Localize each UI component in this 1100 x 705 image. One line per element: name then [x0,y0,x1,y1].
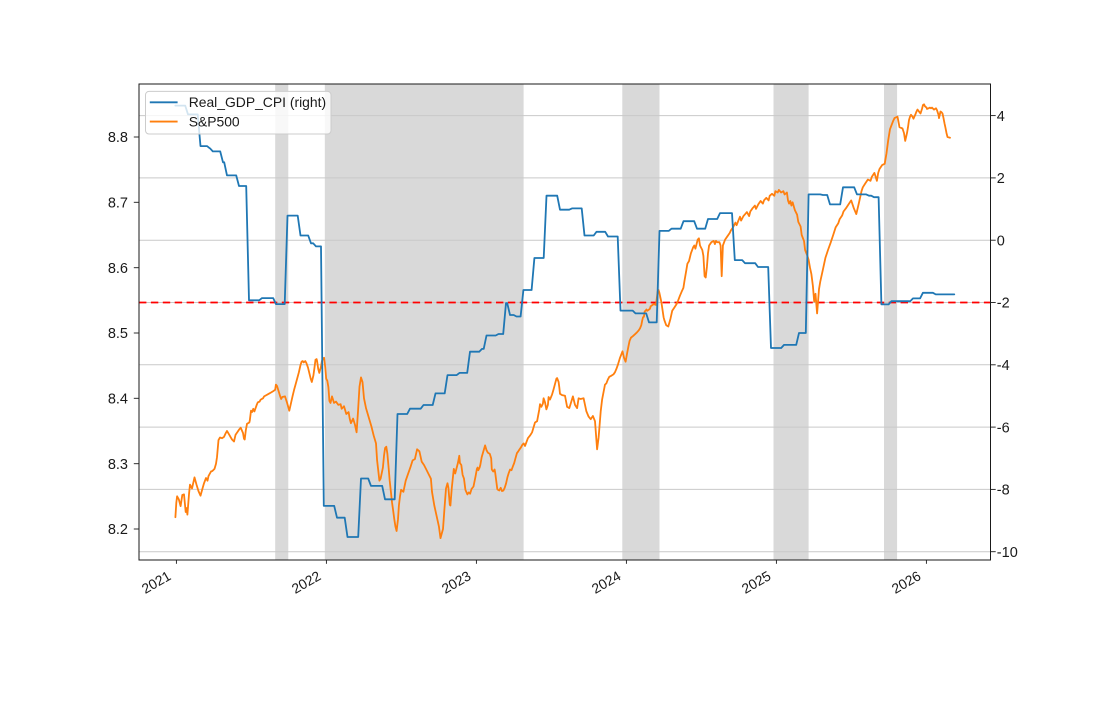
svg-text:S&P500: S&P500 [189,113,240,129]
svg-text:Real_GDP_CPI (right): Real_GDP_CPI (right) [189,94,326,110]
svg-text:-10: -10 [997,545,1018,561]
svg-text:2: 2 [997,171,1005,187]
svg-text:8.8: 8.8 [108,130,128,146]
svg-text:-8: -8 [997,483,1010,499]
svg-text:0: 0 [997,233,1005,249]
svg-text:-6: -6 [997,420,1010,436]
svg-text:8.3: 8.3 [108,457,128,473]
svg-text:4: 4 [997,109,1005,125]
svg-text:8.6: 8.6 [108,261,128,277]
svg-text:8.4: 8.4 [108,392,128,408]
svg-text:-2: -2 [997,296,1010,312]
svg-text:8.7: 8.7 [108,196,128,212]
svg-text:-4: -4 [997,358,1010,374]
svg-text:8.5: 8.5 [108,326,128,342]
svg-text:8.2: 8.2 [108,522,128,538]
